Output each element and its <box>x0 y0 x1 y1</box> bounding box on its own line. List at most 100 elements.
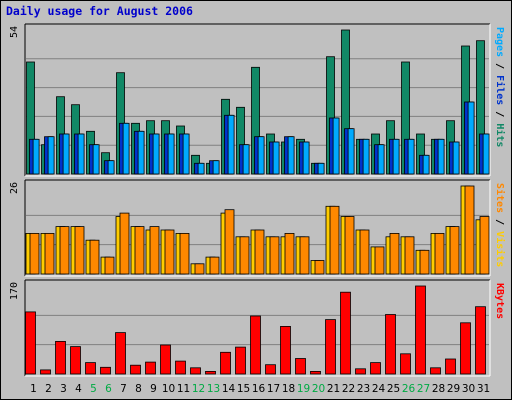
bar-sites-day-28 <box>434 232 445 275</box>
bar-sites-day-29 <box>449 226 460 275</box>
bar-sites-day-5 <box>89 239 100 275</box>
x-tick-label-day-11: 11 <box>177 383 190 395</box>
bar-sites-day-11 <box>179 232 190 275</box>
bar-pages-day-13 <box>212 160 220 175</box>
legend-part: / <box>494 105 505 123</box>
bar-kbytes-day-23 <box>355 368 366 375</box>
bar-sites-day-7 <box>119 212 130 275</box>
bar-pages-day-5 <box>92 144 100 175</box>
x-tick-label-day-18: 18 <box>282 383 295 395</box>
x-tick-label-day-17: 17 <box>267 383 280 395</box>
x-tick-label-day-15: 15 <box>237 383 250 395</box>
x-tick-label-day-27: 27 <box>417 383 430 395</box>
bar-pages-day-14 <box>227 114 235 175</box>
chart-panels: 54 Pages / Files / Hits 26 Sites / Visits 17… <box>9 23 506 377</box>
x-tick-label-day-1: 1 <box>30 383 37 395</box>
bar-sites-day-26 <box>404 236 415 275</box>
bar-sites-day-25 <box>389 232 400 275</box>
bar-kbytes-day-9 <box>145 361 156 375</box>
x-tick-label-day-4: 4 <box>75 383 82 395</box>
bar-kbytes-day-11 <box>175 360 186 375</box>
bar-pages-day-1 <box>32 138 40 175</box>
x-tick-label-day-9: 9 <box>150 383 157 395</box>
x-tick-label-day-25: 25 <box>387 383 400 395</box>
bar-pages-day-28 <box>437 138 445 175</box>
bar-sites-day-18 <box>284 232 295 275</box>
bar-pages-day-8 <box>137 130 145 175</box>
bar-sites-day-19 <box>299 236 310 275</box>
x-tick-label-day-6: 6 <box>105 383 112 395</box>
legend-part: Hits <box>494 123 506 147</box>
bar-pages-day-17 <box>272 141 280 175</box>
x-tick-label-day-23: 23 <box>357 383 370 395</box>
x-tick-label-day-13: 13 <box>207 383 220 395</box>
x-tick-label-day-26: 26 <box>402 383 416 395</box>
bar-kbytes-day-13 <box>205 370 216 375</box>
y-max-label: 170 <box>9 282 20 300</box>
x-tick-label-day-10: 10 <box>162 383 175 395</box>
x-tick-label-day-29: 29 <box>447 383 460 395</box>
bar-kbytes-day-8 <box>130 364 141 375</box>
bar-kbytes-day-14 <box>220 351 231 375</box>
bar-pages-day-22 <box>347 128 355 175</box>
bar-kbytes-day-22 <box>340 291 351 375</box>
bar-kbytes-day-19 <box>295 358 306 375</box>
bar-sites-day-31 <box>479 216 490 275</box>
bar-pages-day-9 <box>152 133 160 175</box>
bar-kbytes-day-27 <box>415 285 426 375</box>
bar-kbytes-day-16 <box>250 315 261 375</box>
legend-part: Visits <box>494 231 506 267</box>
bar-kbytes-day-1 <box>25 311 36 375</box>
bar-kbytes-day-31 <box>475 306 486 375</box>
bar-sites-day-24 <box>374 246 385 275</box>
legend-part: / <box>494 57 505 75</box>
bar-kbytes-day-10 <box>160 344 171 375</box>
bar-kbytes-day-12 <box>190 367 201 375</box>
bar-sites-day-10 <box>164 229 175 275</box>
y-max-label: 54 <box>9 26 20 38</box>
bar-kbytes-day-3 <box>55 340 66 375</box>
bar-kbytes-day-4 <box>70 346 81 375</box>
bar-sites-day-8 <box>134 226 145 275</box>
legend-part: / <box>494 213 505 231</box>
bar-sites-day-4 <box>74 226 85 275</box>
bar-pages-day-19 <box>302 141 310 175</box>
bar-pages-day-21 <box>332 117 340 175</box>
bar-pages-day-30 <box>467 101 475 175</box>
x-tick-label-day-8: 8 <box>135 383 142 395</box>
x-tick-label-day-31: 31 <box>477 383 490 395</box>
bar-kbytes-day-25 <box>385 314 396 375</box>
legend-part: Pages <box>494 27 505 57</box>
bar-pages-day-16 <box>257 136 265 175</box>
bar-pages-day-10 <box>167 133 175 175</box>
legend-label: KBytes <box>494 283 505 319</box>
bar-pages-day-26 <box>407 138 415 175</box>
bar-sites-day-14 <box>224 209 235 275</box>
bar-sites-day-23 <box>359 229 370 275</box>
bar-pages-day-25 <box>392 138 400 175</box>
bar-kbytes-day-30 <box>460 322 471 375</box>
bar-kbytes-day-18 <box>280 325 291 375</box>
bar-kbytes-day-2 <box>40 369 51 375</box>
bar-sites-day-1 <box>29 232 40 275</box>
bar-sites-day-2 <box>44 232 55 275</box>
bar-pages-day-20 <box>317 162 325 175</box>
bar-pages-day-6 <box>107 160 115 175</box>
bar-kbytes-day-26 <box>400 353 411 375</box>
x-tick-label-day-2: 2 <box>45 383 52 395</box>
x-tick-label-day-21: 21 <box>327 383 340 395</box>
x-tick-label-day-5: 5 <box>90 383 97 395</box>
bar-sites-day-17 <box>269 236 280 275</box>
bar-sites-day-22 <box>344 216 355 275</box>
bar-pages-day-29 <box>452 141 460 175</box>
bar-kbytes-day-21 <box>325 319 336 375</box>
legend-label: Sites / Visits <box>494 183 506 267</box>
bar-sites-day-9 <box>149 226 160 275</box>
x-tick-label-day-14: 14 <box>222 383 236 395</box>
bar-sites-day-12 <box>194 263 205 275</box>
x-tick-label-day-7: 7 <box>120 383 127 395</box>
legend-label: Pages / Files / Hits <box>494 27 506 147</box>
bar-sites-day-21 <box>329 205 340 275</box>
visits-sites-panel: 26 Sites / Visits <box>9 179 506 277</box>
legend-part: Sites <box>494 183 506 213</box>
